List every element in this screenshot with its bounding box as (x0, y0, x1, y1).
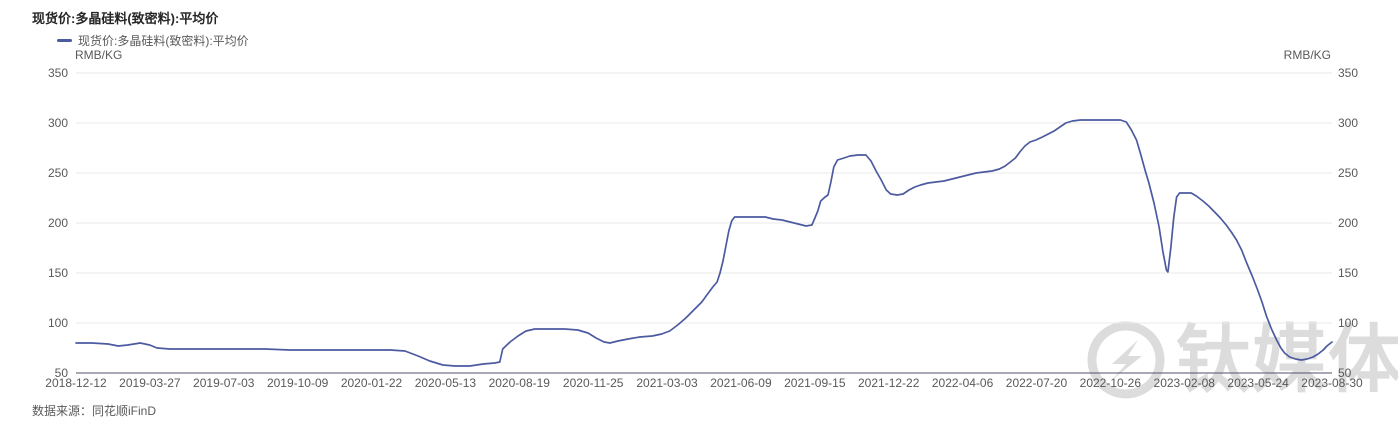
data-source-note: 数据来源：同花顺iFinD (32, 404, 157, 418)
y-axis-unit-right: RMB/KG (1283, 48, 1331, 62)
y-axis-unit-left: RMB/KG (75, 48, 123, 62)
price-series-line (75, 119, 1333, 367)
page-title: 现货价:多晶硅料(致密料):平均价 (32, 11, 219, 26)
legend-label: 现货价:多晶硅料(致密料):平均价 (78, 34, 249, 48)
legend-item-spot-price[interactable]: 现货价:多晶硅料(致密料):平均价 (57, 32, 249, 49)
gridlines (76, 72, 1332, 324)
legend-line-swatch (57, 39, 72, 42)
